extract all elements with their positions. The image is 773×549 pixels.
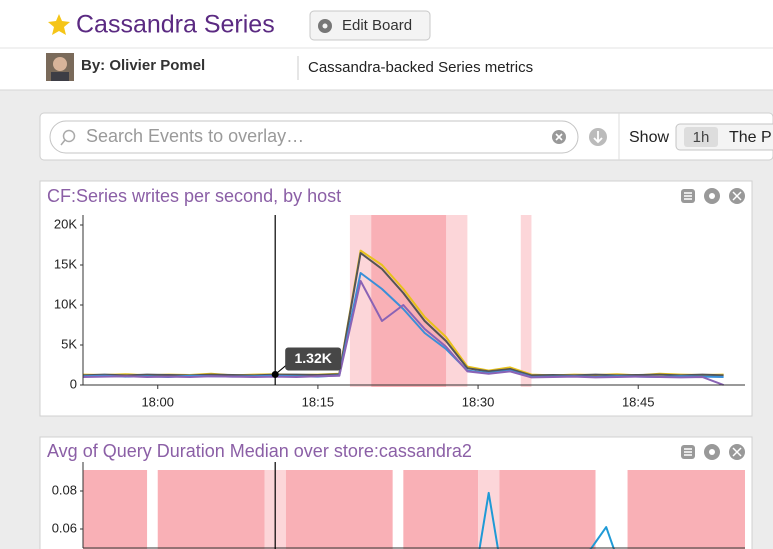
event-band — [520, 215, 532, 387]
plot-area — [83, 470, 745, 549]
chart: 0 5K 10K 15K 20K 18:00 18:15 18:30 18:45 1.32K — [54, 215, 745, 409]
search-placeholder: Search Events to overlay… — [86, 126, 304, 146]
search-input[interactable]: Search Events to overlay… — [49, 120, 579, 154]
charts: 0 5K 10K 15K 20K 18:00 18:15 18:30 18:45 1.32K 0.0… — [52, 215, 745, 549]
avatar — [46, 53, 74, 81]
event-band — [157, 470, 265, 549]
time-range-button[interactable]: 1h The P — [675, 123, 773, 151]
favorite-star[interactable] — [48, 14, 70, 35]
y-tick-label: 0.06 — [52, 520, 77, 535]
widget-title: CF:Series writes per second, by host — [47, 186, 341, 206]
edit-board-button[interactable]: Edit Board — [309, 10, 431, 41]
event-band — [627, 470, 745, 549]
time-button-label: 1h — [693, 129, 710, 146]
y-tick-label: 0 — [70, 376, 77, 391]
board-title: Cassandra Series — [76, 11, 275, 39]
plot-area — [83, 215, 724, 387]
widget-title: Avg of Query Duration Median over store:… — [47, 441, 472, 461]
event-band — [403, 470, 479, 549]
x-tick-label: 18:00 — [141, 394, 174, 409]
time-text: The P — [729, 129, 772, 146]
y-tick-label: 10K — [54, 296, 77, 311]
search-icon — [62, 129, 76, 143]
y-tick-label: 5K — [61, 336, 77, 351]
tooltip-label: 1.32K — [295, 350, 332, 366]
board-description: Cassandra-backed Series metrics — [308, 59, 533, 76]
show-label: Show — [629, 129, 669, 146]
x-tick-label: 18:30 — [462, 394, 495, 409]
y-tick-label: 15K — [54, 256, 77, 271]
tooltip — [285, 347, 342, 371]
x-tick-label: 18:45 — [622, 394, 655, 409]
y-tick-label: 20K — [54, 216, 77, 231]
series-line — [83, 280, 724, 386]
chart: 0.06 0.08 — [52, 462, 745, 549]
event-band — [83, 470, 148, 549]
event-band — [499, 470, 596, 549]
edit-board-label: Edit Board — [342, 17, 412, 34]
y-tick-label: 0.08 — [52, 482, 77, 497]
series-line — [478, 491, 615, 549]
author: By: Olivier Pomel — [81, 57, 205, 74]
x-tick-label: 18:15 — [302, 394, 335, 409]
event-band — [285, 470, 393, 549]
